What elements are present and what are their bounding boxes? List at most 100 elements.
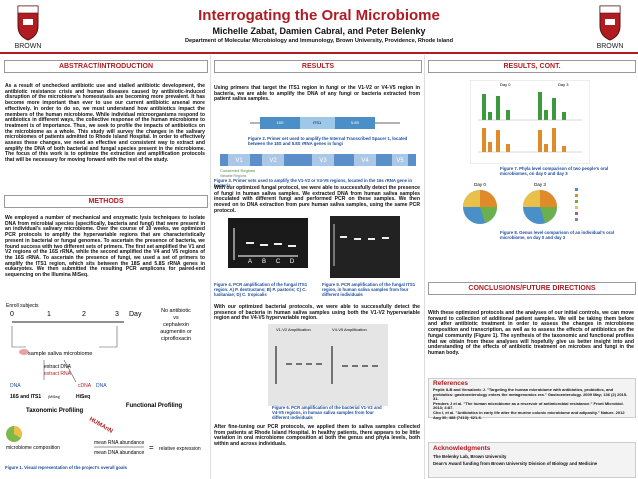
lane-label: B xyxy=(262,259,266,265)
logo: BROWN xyxy=(15,5,41,50)
label: = xyxy=(149,443,154,452)
label: HiSeq xyxy=(76,394,90,400)
label: cDNA xyxy=(78,383,92,389)
column-divider xyxy=(424,55,425,479)
label: Enroll subjects xyxy=(6,303,39,309)
day: 0 xyxy=(10,311,14,318)
day: Day xyxy=(129,311,142,318)
section-heading: ABSTRACT/INTRODUCTION xyxy=(4,60,208,73)
results-text: Using primers that target the ITS1 regio… xyxy=(214,85,420,103)
figure-4-gel: A B C D xyxy=(228,218,308,268)
caption: Figure 4. PCR amplification of the funga… xyxy=(214,282,308,297)
label: mean RNA abundance xyxy=(94,440,145,446)
divider xyxy=(0,52,638,54)
region xyxy=(392,154,408,166)
caption: Figure 1. Visual representation of the p… xyxy=(5,465,128,470)
label: ITS1 xyxy=(313,120,322,125)
label: V4 xyxy=(361,158,369,164)
logo: BROWN xyxy=(597,5,624,50)
label: extract RNA xyxy=(44,371,72,377)
label: Functional Profiling xyxy=(126,403,183,409)
arrow xyxy=(43,359,77,383)
label: V5 xyxy=(396,158,404,164)
caption: Figure 2. Primer set used to amplify the… xyxy=(248,136,408,146)
label: V3 xyxy=(319,158,327,164)
results-text: With our optimized fungal protocol, we w… xyxy=(214,185,421,214)
label: V1 xyxy=(235,158,243,164)
conclusions-text: With these optimized protocols and the a… xyxy=(428,310,634,356)
column-divider xyxy=(210,55,211,479)
treatment: No antibiotic xyxy=(161,308,191,314)
figure-5-gel xyxy=(330,216,400,278)
label: DNA xyxy=(10,383,21,389)
figure-6-gel: V1-V2 Amplification V4-V5 Amplification xyxy=(268,324,388,406)
label: relative expression xyxy=(159,446,201,452)
panel-label: Day 0 xyxy=(500,82,511,87)
figure-7-chart: Day 0 Day 3 xyxy=(470,80,590,164)
label: (MiSeq) xyxy=(48,395,60,399)
lane-label: D xyxy=(290,259,295,265)
section-heading: CONCLUSIONS/FUTURE DIRECTIONS xyxy=(428,282,636,295)
logo-text: BROWN xyxy=(597,43,624,50)
acknowledgment: The Belenky Lab, Brown University xyxy=(433,454,507,459)
authors: Michelle Zabat, Damien Cabral, and Peter… xyxy=(212,26,426,36)
day: 3 xyxy=(115,311,119,318)
title: Interrogating the Oral Microbiome xyxy=(198,7,440,24)
icon xyxy=(14,425,23,438)
lane-label: A xyxy=(248,259,252,265)
label: 5.8S xyxy=(351,120,360,125)
region xyxy=(312,154,334,166)
acknowledgment: Dean's Award funding from Brown Universi… xyxy=(433,461,598,466)
region xyxy=(260,117,300,129)
section-heading: RESULTS xyxy=(214,60,422,73)
acknowledgments-heading: Acknowledgments xyxy=(433,445,491,452)
panel-label: Day 0 xyxy=(474,182,486,187)
caption: Figure 7. Phyla level comparison of two … xyxy=(500,166,609,176)
label: sample saliva microbiome xyxy=(28,351,92,357)
legend: Conserved Regions xyxy=(220,168,255,173)
label: Taxonomic Profiling xyxy=(26,408,84,414)
reference: Peplie ILB and Versalovic J. "Targeting … xyxy=(433,387,628,402)
region xyxy=(300,117,335,129)
figure-1: Enroll subjects 0 1 2 3 Day No antibioti… xyxy=(6,303,201,456)
label: mean DNA abundance xyxy=(94,450,145,456)
label: 16S and ITS1 xyxy=(10,394,41,400)
region xyxy=(262,154,284,166)
abstract-text: As a result of unchecked antibiotic use … xyxy=(5,83,205,164)
lane-label: C xyxy=(276,259,281,265)
results-text: After fine-tuning our PCR protocols, we … xyxy=(214,424,420,448)
reference: Penders J et al. "The human microbiome a… xyxy=(433,400,624,411)
caption-text: Figure 3. Primer sets used to amplify th… xyxy=(214,178,413,188)
day: 1 xyxy=(47,311,51,318)
region xyxy=(228,154,250,166)
figure-8-pies: Day 0 Day 3 xyxy=(463,182,578,224)
label: microbiome composition xyxy=(6,445,60,451)
methods-text: We employed a number of mechanical and e… xyxy=(5,215,205,279)
panel-label: Day 3 xyxy=(558,82,569,87)
caption: Figure 5. PCR amplification of the funga… xyxy=(322,282,416,297)
affiliation: Department of Molecular Microbiology and… xyxy=(184,38,454,44)
gel-label: V1-V2 Amplification xyxy=(276,327,311,332)
panel-label: Day 3 xyxy=(534,182,546,187)
label: V2 xyxy=(269,158,277,164)
label: HUMAnN xyxy=(88,417,114,435)
section-heading: METHODS xyxy=(4,195,208,208)
caption: Figure 8. Genus level comparison of an i… xyxy=(500,230,614,240)
region xyxy=(335,117,375,129)
acknowledgments-box: Acknowledgments The Belenky Lab, Brown U… xyxy=(428,442,636,478)
references-box: References Peplie ILB and Versalovic J. … xyxy=(428,378,636,420)
treatment: cephalexin xyxy=(163,322,189,328)
references-heading: References xyxy=(433,380,469,387)
gel-label: V4-V5 Amplification xyxy=(332,327,367,332)
figure-3: V1 V2 V3 V4 V5 Conserved Regions Variabl… xyxy=(220,154,416,178)
results-text: With our optimized bacterial protocols, … xyxy=(214,304,420,322)
figure-2: 18S ITS1 5.8S xyxy=(250,117,400,129)
section-heading: RESULTS, CONT. xyxy=(428,60,636,73)
legend: Variable Regions xyxy=(220,174,247,178)
treatment: vs xyxy=(173,315,179,321)
label: 18S xyxy=(276,120,283,125)
reference: Cho I, et al. "Antibiotics in early life… xyxy=(433,409,625,420)
treatment: augmentin or xyxy=(160,329,192,335)
icon xyxy=(19,349,29,355)
